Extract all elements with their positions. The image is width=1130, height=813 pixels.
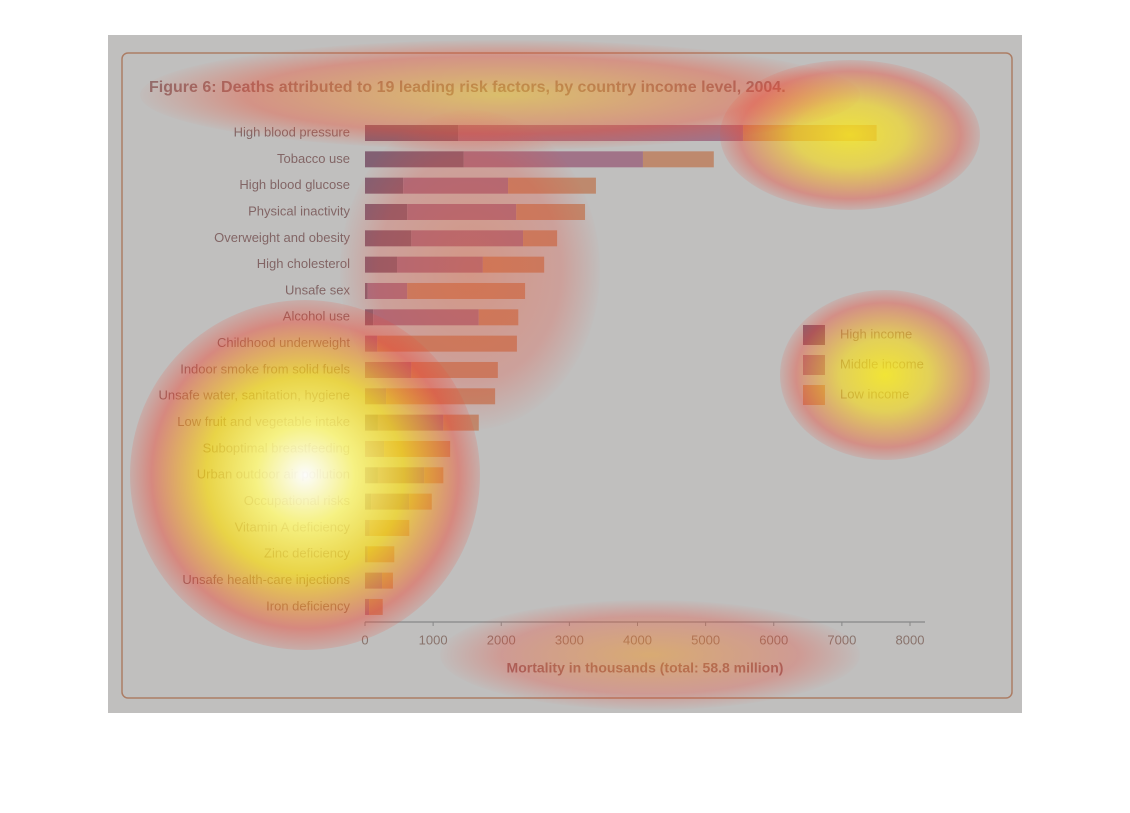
bar-segment xyxy=(508,177,596,194)
bar-segment xyxy=(443,414,479,431)
bar-segment xyxy=(365,519,370,536)
bar-segment xyxy=(382,572,393,589)
bar-segment xyxy=(642,151,714,168)
x-tick-label: 8000 xyxy=(896,632,925,647)
y-tick-label: Unsafe health-care injections xyxy=(182,572,350,587)
y-tick-label: Suboptimal breastfeeding xyxy=(203,440,350,455)
bar-segment xyxy=(365,440,385,457)
bar-segment xyxy=(365,230,412,247)
bar-segment xyxy=(369,519,410,536)
bar-segment xyxy=(365,335,378,352)
bar-segment xyxy=(365,572,383,589)
bar-segment xyxy=(409,493,432,510)
y-tick-label: Unsafe water, sanitation, hygiene xyxy=(158,388,350,403)
bar-segment xyxy=(397,256,483,273)
y-tick-label: Indoor smoke from solid fuels xyxy=(180,361,350,376)
y-tick-label: Occupational risks xyxy=(244,493,351,508)
bar-segment xyxy=(369,598,383,615)
y-tick-label: Urban outdoor air pollution xyxy=(197,467,350,482)
y-tick-label: Low fruit and vegetable intake xyxy=(177,414,350,429)
x-axis-label: Mortality in thousands (total: 58.8 mill… xyxy=(507,660,784,676)
legend-swatch xyxy=(803,355,825,375)
bar-segment xyxy=(373,309,479,326)
bar-segment xyxy=(365,467,378,484)
legend-label: Middle income xyxy=(840,356,924,371)
chart-title: Figure 6: Deaths attributed to 19 leadin… xyxy=(149,79,786,96)
bar-segment xyxy=(478,309,519,326)
bar-segment xyxy=(377,467,425,484)
x-tick-label: 7000 xyxy=(827,632,856,647)
legend-swatch xyxy=(803,385,825,405)
bar-segment xyxy=(407,282,526,299)
bar-segment xyxy=(523,230,558,247)
bar-segment xyxy=(365,493,372,510)
x-tick-label: 4000 xyxy=(623,632,652,647)
bar-segment xyxy=(386,388,496,405)
y-tick-label: High blood pressure xyxy=(234,124,350,139)
bar-segment xyxy=(516,203,586,220)
x-tick-label: 2000 xyxy=(487,632,516,647)
bar-segment xyxy=(365,309,374,326)
bar-segment xyxy=(365,414,378,431)
bar-segment xyxy=(407,203,517,220)
bar-segment xyxy=(424,467,444,484)
y-tick-label: Tobacco use xyxy=(277,151,350,166)
bar-segment xyxy=(411,230,524,247)
x-tick-label: 0 xyxy=(361,632,368,647)
bar-segment xyxy=(365,177,404,194)
bar-segment xyxy=(367,282,408,299)
bar-segment xyxy=(365,598,370,615)
bar-segment xyxy=(377,414,444,431)
y-tick-label: Overweight and obesity xyxy=(214,230,350,245)
bar-segment xyxy=(458,125,744,141)
legend-swatch xyxy=(803,325,825,345)
x-tick-label: 6000 xyxy=(759,632,788,647)
bar-segment xyxy=(743,125,877,141)
bar-segment xyxy=(377,335,517,352)
y-tick-label: Vitamin A deficiency xyxy=(235,519,351,534)
bar-segment xyxy=(482,256,545,273)
bar-segment xyxy=(365,125,459,141)
y-tick-label: Childhood underweight xyxy=(217,335,350,350)
y-tick-label: Zinc deficiency xyxy=(264,546,350,561)
bar-segment xyxy=(463,151,643,168)
bar-segment xyxy=(365,361,412,378)
legend-label: High income xyxy=(840,326,912,341)
y-tick-label: Physical inactivity xyxy=(248,203,350,218)
bar-segment xyxy=(403,177,509,194)
bar-segment xyxy=(365,256,398,273)
bar-segment xyxy=(367,546,395,563)
bar-segment xyxy=(365,546,368,563)
bar-segment xyxy=(365,388,387,405)
bar-segment xyxy=(371,493,410,510)
y-tick-label: Alcohol use xyxy=(283,309,350,324)
legend-label: Low income xyxy=(840,386,909,401)
bar-segment xyxy=(365,151,464,168)
x-tick-label: 1000 xyxy=(419,632,448,647)
x-tick-label: 5000 xyxy=(691,632,720,647)
y-tick-label: Iron deficiency xyxy=(266,598,350,613)
bar-segment xyxy=(365,203,408,220)
bar-segment xyxy=(384,440,451,457)
y-tick-label: Unsafe sex xyxy=(285,282,351,297)
y-tick-label: High blood glucose xyxy=(239,177,350,192)
x-tick-label: 3000 xyxy=(555,632,584,647)
bar-segment xyxy=(411,361,498,378)
y-tick-label: High cholesterol xyxy=(257,256,350,271)
bar-segment xyxy=(365,282,368,299)
